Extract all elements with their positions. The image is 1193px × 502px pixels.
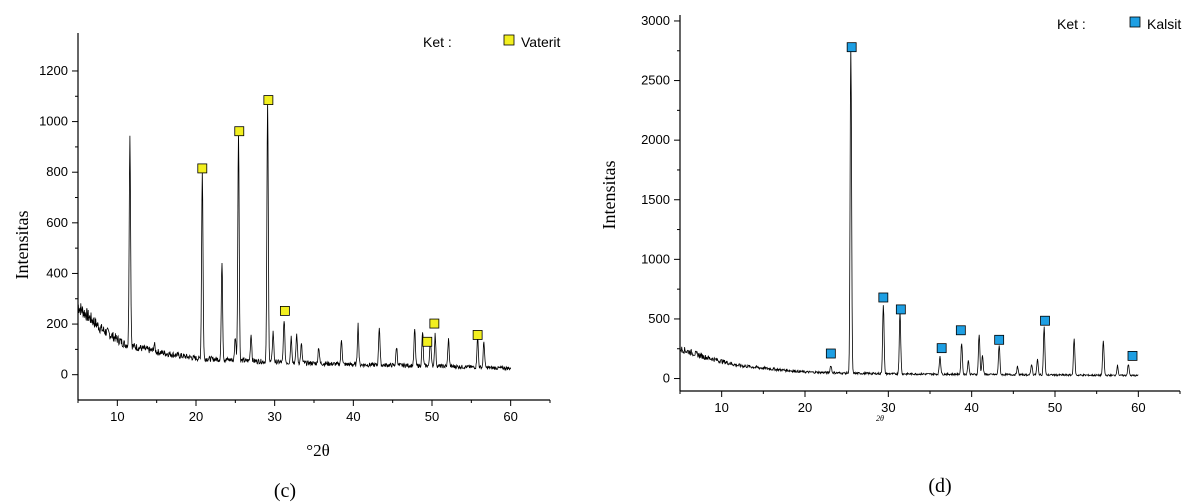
legend-label: Vaterit bbox=[521, 34, 561, 50]
x-tick-label: 10 bbox=[714, 400, 728, 415]
y-tick-label: 2000 bbox=[641, 132, 670, 147]
y-tick-label: 0 bbox=[663, 371, 670, 386]
panel-caption: (d) bbox=[928, 475, 951, 497]
y-tick-label: 1200 bbox=[39, 63, 68, 78]
legend-prefix: Ket : bbox=[423, 34, 452, 50]
peak-marker bbox=[234, 126, 245, 137]
y-tick-label: 1500 bbox=[641, 192, 670, 207]
legend-swatch bbox=[503, 34, 515, 46]
legend-label: Kalsit bbox=[1147, 16, 1181, 32]
legend-swatch bbox=[1129, 16, 1141, 28]
panel-caption: (c) bbox=[274, 480, 296, 502]
x-tick-label: 40 bbox=[346, 409, 360, 424]
peak-marker bbox=[846, 42, 857, 53]
x-tick-label: 30 bbox=[267, 409, 281, 424]
y-tick-label: 600 bbox=[46, 215, 68, 230]
y-tick-label: 400 bbox=[46, 265, 68, 280]
peak-marker bbox=[279, 306, 290, 316]
x-tick-label: 20 bbox=[189, 409, 203, 424]
peak-marker bbox=[825, 348, 836, 359]
y-tick-label: 1000 bbox=[39, 114, 68, 129]
legend-prefix: Ket : bbox=[1057, 16, 1086, 32]
x-tick-label: 50 bbox=[1048, 400, 1062, 415]
y-tick-label: 0 bbox=[61, 367, 68, 382]
x-tick-label: 10 bbox=[110, 409, 124, 424]
y-tick-label: 3000 bbox=[641, 13, 670, 28]
x-axis-label: 2θ bbox=[876, 414, 884, 423]
y-tick-label: 200 bbox=[46, 316, 68, 331]
x-tick-label: 40 bbox=[964, 400, 978, 415]
peak-marker bbox=[197, 163, 208, 174]
peak-marker bbox=[895, 304, 906, 315]
peak-marker bbox=[263, 95, 274, 105]
y-tick-label: 1000 bbox=[641, 251, 670, 266]
xrd-pattern-line bbox=[679, 46, 1139, 378]
chart-panel-d: 0 500 1000 1500 2000 2500 3000 10 20 30 40 50 60 Inte… bbox=[599, 13, 1181, 497]
peak-marker bbox=[429, 318, 440, 329]
y-axis-label: Intensitas bbox=[12, 211, 32, 280]
y-tick-label: 500 bbox=[648, 311, 670, 326]
x-tick-label: 50 bbox=[425, 409, 439, 424]
peak-marker bbox=[994, 334, 1005, 345]
x-axis-label: °2θ bbox=[306, 441, 329, 460]
x-tick-label: 60 bbox=[1131, 400, 1145, 415]
peak-marker bbox=[422, 336, 433, 347]
y-tick-label: 800 bbox=[46, 164, 68, 179]
peak-marker bbox=[1040, 315, 1050, 326]
peak-marker bbox=[878, 292, 889, 303]
peak-marker bbox=[955, 325, 966, 336]
xrd-pattern-line bbox=[77, 99, 512, 372]
y-tick-label: 2500 bbox=[641, 73, 670, 88]
peak-marker bbox=[1127, 350, 1138, 361]
y-axis-label: Intensitas bbox=[599, 161, 619, 230]
peak-marker bbox=[472, 330, 483, 340]
x-tick-label: 20 bbox=[798, 400, 812, 415]
x-tick-label: 60 bbox=[503, 409, 517, 424]
x-tick-label: 30 bbox=[881, 400, 895, 415]
chart-panel-c: 0 200 400 600 800 1000 1200 10 20 30 40 50 60 Intensi… bbox=[12, 33, 561, 502]
peak-marker bbox=[936, 343, 947, 354]
